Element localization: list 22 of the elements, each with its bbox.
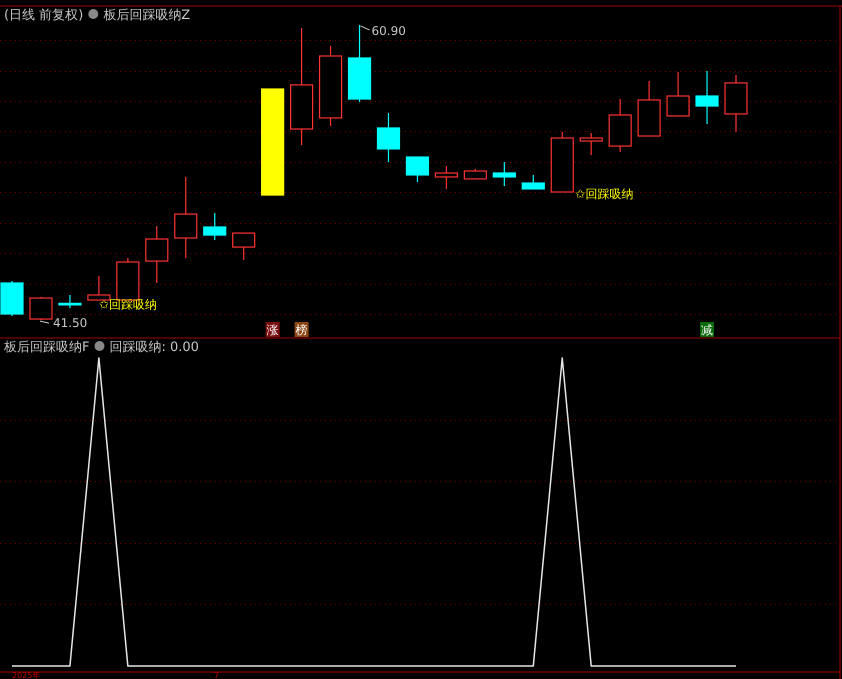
chart-subtitle: 回踩吸纳: 0.00	[109, 340, 199, 355]
text: 2025年	[12, 671, 40, 679]
annotation: 60.90	[372, 24, 406, 38]
candlestick	[492, 161, 516, 187]
annotation: 减	[701, 323, 714, 337]
candlestick	[580, 132, 603, 156]
chart-title: (日线 前复权)	[4, 8, 84, 23]
chart-subtitle: 板后回踩吸纳Z	[102, 8, 190, 23]
candlestick	[145, 225, 168, 284]
chart-title: 板后回踩吸纳F	[3, 340, 90, 355]
candlestick	[695, 70, 719, 125]
candlestick	[203, 212, 226, 241]
annotation: 涨	[266, 323, 279, 337]
annotation: 41.50	[52, 316, 88, 330]
candlestick	[174, 176, 198, 259]
candlestick	[608, 98, 632, 153]
text: 7	[214, 671, 220, 679]
annotation: 榜	[296, 323, 308, 337]
candlestick	[376, 112, 400, 163]
annotation: ✩回踩吸纳	[98, 297, 157, 312]
annotation: ✩回踩吸纳	[575, 187, 634, 202]
candlestick	[290, 27, 314, 146]
